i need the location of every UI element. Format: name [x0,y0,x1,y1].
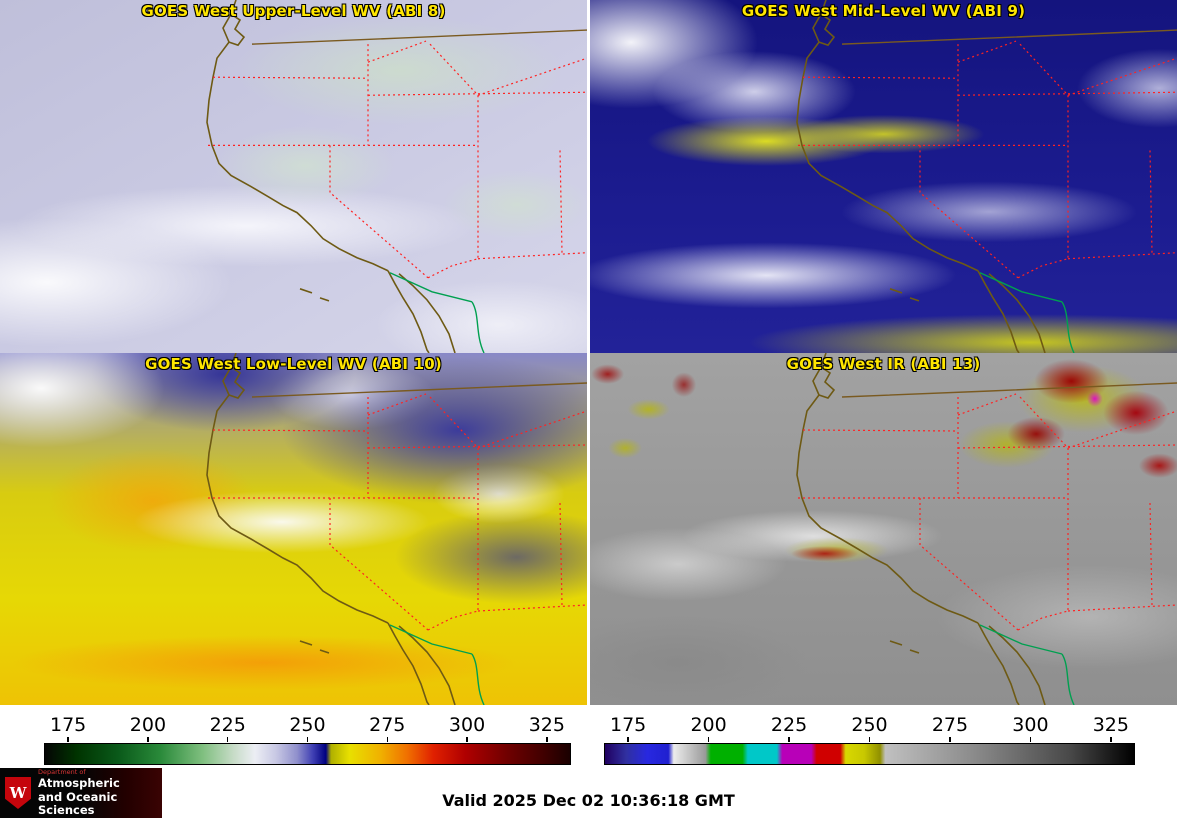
tick-label: 275 [932,714,968,742]
panel-upper-level-wv: GOES West Upper-Level WV (ABI 8) [0,0,587,353]
tick-label: 300 [449,714,485,742]
basemap-overlay [796,353,1177,705]
valid-time-label: Valid 2025 Dec 02 10:36:18 GMT [442,791,735,810]
logo-text: Department of Atmospheric and Oceanic Sc… [38,768,162,818]
satellite-quadrant-grid: GOES West Upper-Level WV (ABI 8) GOES We… [0,0,1177,705]
logo-dept-line: Department of [38,768,86,777]
water-vapor-colorbar [44,743,571,765]
tick-label: 275 [369,714,405,742]
infrared-colorbar [604,743,1135,765]
tick-label: 300 [1012,714,1048,742]
logo-name-line1: Atmospheric [38,776,120,791]
basemap-overlay [206,353,587,705]
basemap-overlay [206,0,587,353]
tick-label: 250 [289,714,325,742]
tick-label: 225 [210,714,246,742]
ir-colorbar-block: 175 200 225 250 275 300 325 [604,714,1135,765]
tick-label: 325 [1093,714,1129,742]
panel-low-level-wv: GOES West Low-Level WV (ABI 10) [0,353,587,705]
tick-label: 175 [50,714,86,742]
wv-colorbar-block: 175 200 225 250 275 300 325 [44,714,571,765]
tick-label: 250 [851,714,887,742]
panel-title-abi8: GOES West Upper-Level WV (ABI 8) [141,2,446,20]
tick-label: 325 [529,714,565,742]
tick-label: 225 [771,714,807,742]
panel-title-abi10: GOES West Low-Level WV (ABI 10) [145,355,442,373]
colorbar-section: 175 200 225 250 275 300 325 175 200 225 … [0,705,1177,767]
panel-title-abi13: GOES West IR (ABI 13) [786,355,981,373]
panel-title-abi9: GOES West Mid-Level WV (ABI 9) [741,2,1026,20]
panel-ir: GOES West IR (ABI 13) [590,353,1177,705]
panel-mid-level-wv: GOES West Mid-Level WV (ABI 9) [590,0,1177,353]
footer: W Department of Atmospheric and Oceanic … [0,767,1177,820]
tick-label: 200 [690,714,726,742]
basemap-overlay [796,0,1177,353]
ir-colorbar-ticks: 175 200 225 250 275 300 325 [604,714,1135,742]
wv-colorbar-ticks: 175 200 225 250 275 300 325 [44,714,571,742]
tick-label: 200 [130,714,166,742]
aos-department-logo: W Department of Atmospheric and Oceanic … [0,768,162,818]
logo-name-line2: and Oceanic Sciences [38,789,118,818]
tick-label: 175 [610,714,646,742]
